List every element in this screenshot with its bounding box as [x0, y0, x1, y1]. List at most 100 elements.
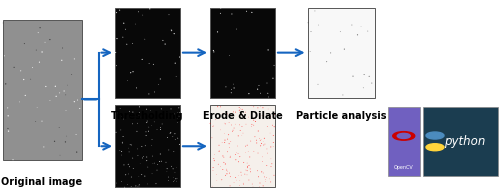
Point [33, 106, 41, 109]
Point [240, 183, 248, 186]
Point [260, 113, 268, 116]
Point [147, 124, 155, 127]
Point [354, 33, 362, 36]
Point [169, 135, 177, 138]
Point [232, 158, 240, 161]
Point [227, 140, 235, 143]
Point [124, 183, 132, 186]
Point [365, 75, 373, 78]
Point [243, 144, 251, 147]
Point [62, 135, 70, 138]
Point [258, 142, 266, 145]
Point [133, 130, 141, 133]
Point [150, 90, 158, 94]
Point [0, 54, 8, 57]
Point [4, 127, 12, 130]
Point [226, 172, 234, 175]
Point [135, 175, 143, 178]
Point [164, 176, 172, 179]
Point [176, 143, 184, 146]
Point [255, 84, 263, 87]
Point [254, 152, 262, 155]
Point [55, 126, 63, 129]
Point [210, 153, 218, 156]
Point [128, 122, 136, 125]
Point [126, 71, 134, 74]
Point [208, 136, 216, 139]
Point [222, 122, 230, 125]
Point [248, 11, 256, 14]
Point [158, 107, 166, 110]
Point [165, 13, 173, 16]
Text: Particle analysis: Particle analysis [296, 111, 386, 121]
Point [348, 23, 356, 27]
Point [70, 57, 78, 60]
Point [124, 147, 132, 150]
Point [112, 64, 120, 67]
Point [339, 93, 347, 97]
Point [209, 125, 217, 128]
Point [134, 122, 141, 125]
Point [238, 125, 246, 128]
Point [142, 155, 150, 159]
Point [209, 169, 217, 172]
Point [225, 142, 233, 145]
Point [268, 124, 276, 127]
Point [4, 114, 12, 117]
Point [218, 112, 226, 115]
Point [218, 178, 226, 181]
Point [128, 176, 136, 179]
Point [156, 160, 164, 163]
Point [222, 174, 230, 177]
Point [266, 115, 274, 118]
Point [20, 78, 28, 81]
Point [306, 50, 314, 53]
Point [172, 177, 180, 180]
Point [260, 175, 268, 178]
Point [223, 169, 231, 172]
Point [173, 177, 181, 180]
Point [124, 163, 132, 166]
Point [127, 185, 135, 188]
Point [336, 30, 344, 33]
Point [256, 137, 264, 140]
Point [262, 178, 270, 181]
Point [270, 174, 278, 177]
Point [58, 59, 66, 62]
Point [206, 122, 214, 125]
Point [240, 161, 248, 164]
Point [126, 165, 134, 168]
Point [208, 185, 216, 188]
Circle shape [393, 132, 415, 140]
Point [242, 123, 250, 126]
Point [266, 131, 274, 135]
Point [170, 180, 177, 183]
Text: Thresholding: Thresholding [111, 111, 184, 121]
Point [116, 9, 124, 12]
Point [149, 162, 157, 165]
Point [252, 120, 260, 123]
Point [120, 186, 128, 189]
Point [236, 107, 244, 110]
Point [270, 64, 278, 67]
Point [234, 134, 242, 137]
Point [150, 120, 158, 123]
Point [50, 140, 58, 143]
Point [251, 135, 259, 138]
Point [234, 160, 242, 163]
Point [154, 83, 162, 86]
Point [368, 82, 376, 85]
Point [236, 123, 244, 126]
Point [128, 144, 136, 147]
Point [226, 175, 234, 178]
Point [238, 108, 246, 111]
Point [267, 165, 275, 168]
Point [261, 143, 269, 146]
Point [246, 139, 254, 143]
Point [264, 107, 272, 111]
Point [228, 91, 235, 94]
Point [232, 176, 239, 179]
Point [242, 168, 250, 172]
Point [219, 168, 227, 171]
Point [128, 157, 136, 160]
